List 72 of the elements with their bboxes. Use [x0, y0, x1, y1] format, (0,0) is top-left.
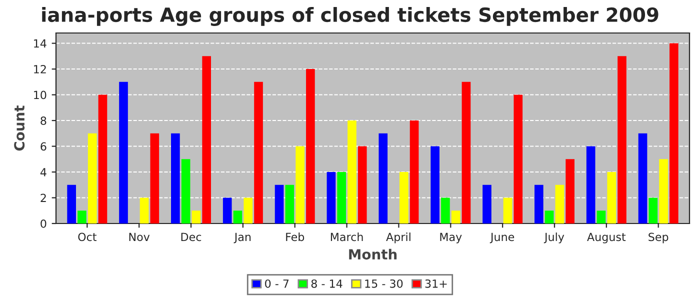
x-tick-label: July	[544, 232, 564, 244]
x-tick-label: March	[330, 232, 363, 242]
bar	[638, 133, 648, 224]
y-tick-label: 4	[40, 168, 46, 176]
bar	[618, 56, 626, 224]
bar	[78, 210, 86, 224]
x-tick-label: April	[386, 232, 410, 244]
bar	[410, 120, 419, 224]
legend-label: 15 - 30	[365, 279, 403, 288]
legend-label: 8 - 14	[311, 279, 342, 288]
legend-label: 0 - 7	[265, 279, 289, 288]
x-axis-title: Month	[349, 248, 397, 260]
x-tick-label: June	[490, 232, 514, 244]
bar	[337, 172, 346, 224]
y-tick-label: 0	[40, 219, 46, 228]
bar	[544, 210, 554, 224]
x-tick-label: Jan	[234, 232, 251, 244]
bar	[607, 172, 616, 224]
bar	[296, 146, 304, 224]
bar	[482, 184, 492, 224]
bar	[399, 172, 408, 224]
bar	[233, 210, 242, 224]
bar	[326, 172, 336, 224]
y-tick-label: 14	[34, 39, 46, 48]
bar	[244, 198, 253, 224]
bar	[503, 198, 512, 224]
y-tick-label: 12	[34, 65, 46, 74]
bar	[119, 82, 128, 224]
bar	[254, 82, 263, 224]
bar	[192, 210, 201, 224]
chart-title: iana-ports Age groups of closed tickets September 2009	[42, 7, 658, 26]
bar	[88, 133, 97, 224]
bar	[555, 184, 564, 224]
y-tick-label: 2	[40, 194, 46, 202]
x-tick-label: Feb	[286, 232, 304, 242]
legend-label: 31+	[425, 279, 447, 288]
y-tick-label: 10	[34, 90, 46, 100]
y-tick-label: 6	[40, 142, 46, 151]
bar	[222, 198, 232, 224]
x-tick-label: May	[440, 232, 462, 244]
x-tick-label: August	[587, 232, 626, 244]
bar	[441, 198, 450, 224]
y-tick-label: 8	[40, 116, 46, 125]
bar	[202, 56, 211, 224]
bar	[430, 146, 440, 224]
y-axis-title: Count	[14, 105, 25, 151]
bar	[596, 210, 606, 224]
bar	[348, 120, 356, 224]
bar	[306, 69, 315, 224]
bar	[171, 133, 180, 224]
bar	[534, 184, 544, 224]
bar	[586, 146, 596, 224]
bar	[451, 210, 460, 224]
bar	[378, 133, 388, 224]
bar	[358, 146, 367, 224]
bar	[566, 159, 574, 224]
bar	[150, 133, 160, 224]
bar	[462, 82, 471, 224]
bar	[648, 198, 658, 224]
bar	[670, 43, 678, 224]
bar	[181, 159, 190, 224]
x-tick-label: Dec	[181, 232, 202, 242]
bar	[98, 94, 108, 224]
bar	[659, 159, 668, 224]
x-tick-label: Nov	[129, 232, 150, 242]
bar	[274, 184, 284, 224]
bar	[67, 184, 76, 224]
bar	[140, 198, 149, 224]
bar	[285, 184, 294, 224]
x-tick-label: Sep	[648, 232, 668, 244]
x-tick-label: Oct	[78, 232, 96, 242]
bar	[514, 94, 523, 224]
